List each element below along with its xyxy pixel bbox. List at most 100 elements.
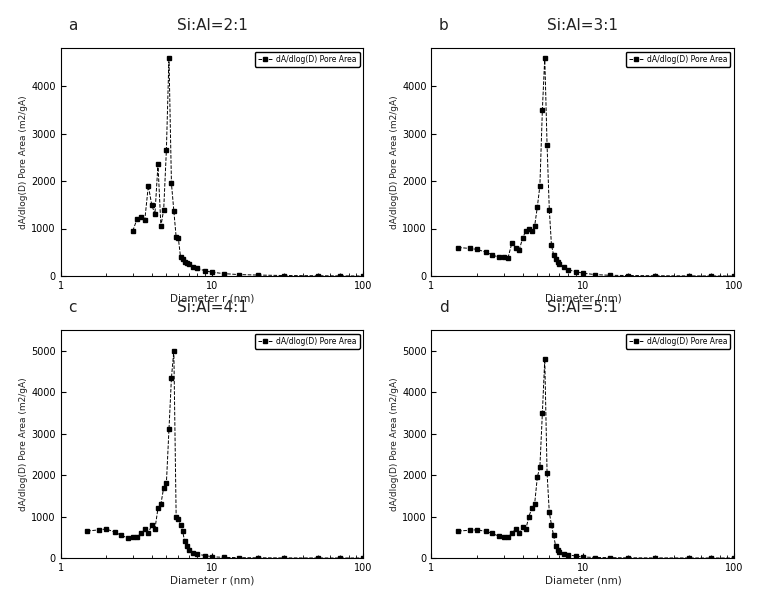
Y-axis label: dA/dlog(D) Pore Area (m2/gA): dA/dlog(D) Pore Area (m2/gA) (19, 95, 28, 229)
dA/dlog(D) Pore Area (172, 233, 181, 241)
dA/dlog(D) Pore Area (140, 217, 149, 224)
dA/dlog(D) Pore Area (553, 258, 562, 265)
Line: dA/dlog(D) Pore Area: dA/dlog(D) Pore Area (131, 55, 366, 278)
Text: b: b (439, 18, 449, 33)
dA/dlog(D) Pore Area (518, 523, 527, 530)
dA/dlog(D) Pore Area (730, 272, 739, 280)
dA/dlog(D) Pore Area (499, 533, 508, 541)
dA/dlog(D) Pore Area (201, 267, 210, 274)
X-axis label: Diameter (nm): Diameter (nm) (544, 293, 621, 304)
dA/dlog(D) Pore Area (132, 215, 142, 223)
dA/dlog(D) Pore Area (551, 542, 560, 549)
X-axis label: Diameter (nm): Diameter (nm) (544, 575, 621, 586)
dA/dlog(D) Pore Area (511, 526, 520, 533)
dA/dlog(D) Pore Area (147, 521, 156, 529)
dA/dlog(D) Pore Area (590, 271, 600, 278)
dA/dlog(D) Pore Area (543, 142, 552, 149)
dA/dlog(D) Pore Area (164, 54, 173, 61)
dA/dlog(D) Pore Area (507, 530, 516, 537)
dA/dlog(D) Pore Area (522, 227, 531, 235)
dA/dlog(D) Pore Area (545, 206, 554, 213)
dA/dlog(D) Pore Area (564, 551, 573, 559)
dA/dlog(D) Pore Area (551, 256, 560, 263)
dA/dlog(D) Pore Area (176, 521, 185, 529)
dA/dlog(D) Pore Area (549, 251, 558, 258)
dA/dlog(D) Pore Area (499, 253, 508, 260)
dA/dlog(D) Pore Area (220, 554, 229, 561)
dA/dlog(D) Pore Area (154, 505, 163, 512)
dA/dlog(D) Pore Area (472, 246, 481, 253)
dA/dlog(D) Pore Area (543, 469, 552, 476)
dA/dlog(D) Pore Area (559, 550, 569, 557)
dA/dlog(D) Pore Area (167, 374, 176, 381)
X-axis label: Diameter r (nm): Diameter r (nm) (170, 293, 254, 304)
dA/dlog(D) Pore Area (624, 272, 633, 279)
dA/dlog(D) Pore Area (220, 270, 229, 277)
dA/dlog(D) Pore Area (515, 246, 524, 253)
Line: dA/dlog(D) Pore Area: dA/dlog(D) Pore Area (456, 55, 737, 278)
dA/dlog(D) Pore Area (201, 552, 210, 559)
dA/dlog(D) Pore Area (530, 500, 539, 508)
dA/dlog(D) Pore Area (136, 214, 145, 221)
dA/dlog(D) Pore Area (528, 505, 537, 512)
dA/dlog(D) Pore Area (128, 227, 137, 235)
dA/dlog(D) Pore Area (494, 533, 503, 540)
dA/dlog(D) Pore Area (549, 532, 558, 539)
dA/dlog(D) Pore Area (253, 271, 262, 278)
Legend: dA/dlog(D) Pore Area: dA/dlog(D) Pore Area (625, 52, 731, 67)
dA/dlog(D) Pore Area (178, 256, 187, 263)
dA/dlog(D) Pore Area (503, 533, 512, 541)
Line: dA/dlog(D) Pore Area: dA/dlog(D) Pore Area (456, 357, 737, 560)
dA/dlog(D) Pore Area (453, 244, 463, 251)
dA/dlog(D) Pore Area (564, 266, 573, 274)
dA/dlog(D) Pore Area (234, 554, 243, 561)
dA/dlog(D) Pore Area (503, 254, 512, 262)
dA/dlog(D) Pore Area (144, 530, 153, 537)
dA/dlog(D) Pore Area (132, 533, 142, 541)
dA/dlog(D) Pore Area (578, 553, 587, 560)
dA/dlog(D) Pore Area (128, 533, 137, 541)
dA/dlog(D) Pore Area (313, 272, 322, 280)
dA/dlog(D) Pore Area (170, 208, 179, 215)
dA/dlog(D) Pore Area (140, 526, 149, 533)
dA/dlog(D) Pore Area (530, 223, 539, 230)
dA/dlog(D) Pore Area (279, 554, 288, 562)
dA/dlog(D) Pore Area (159, 206, 168, 213)
dA/dlog(D) Pore Area (605, 554, 614, 561)
dA/dlog(D) Pore Area (176, 253, 185, 260)
dA/dlog(D) Pore Area (123, 535, 132, 542)
dA/dlog(D) Pore Area (182, 259, 192, 266)
dA/dlog(D) Pore Area (167, 180, 176, 187)
X-axis label: Diameter r (nm): Diameter r (nm) (170, 575, 254, 586)
dA/dlog(D) Pore Area (547, 521, 556, 529)
dA/dlog(D) Pore Area (359, 554, 368, 562)
dA/dlog(D) Pore Area (547, 242, 556, 249)
dA/dlog(D) Pore Area (481, 248, 491, 256)
dA/dlog(D) Pore Area (172, 513, 181, 520)
Y-axis label: dA/dlog(D) Pore Area (m2/gA): dA/dlog(D) Pore Area (m2/gA) (390, 377, 399, 511)
dA/dlog(D) Pore Area (522, 526, 531, 533)
dA/dlog(D) Pore Area (572, 268, 581, 275)
dA/dlog(D) Pore Area (706, 272, 715, 280)
dA/dlog(D) Pore Area (95, 526, 104, 533)
dA/dlog(D) Pore Area (193, 265, 202, 272)
dA/dlog(D) Pore Area (540, 54, 550, 61)
dA/dlog(D) Pore Area (157, 223, 166, 230)
dA/dlog(D) Pore Area (335, 272, 344, 280)
dA/dlog(D) Pore Area (335, 554, 344, 562)
dA/dlog(D) Pore Area (578, 269, 587, 277)
dA/dlog(D) Pore Area (162, 480, 171, 487)
dA/dlog(D) Pore Area (472, 526, 481, 533)
dA/dlog(D) Pore Area (147, 201, 156, 208)
dA/dlog(D) Pore Area (605, 272, 614, 279)
dA/dlog(D) Pore Area (624, 554, 633, 562)
dA/dlog(D) Pore Area (533, 473, 542, 481)
dA/dlog(D) Pore Area (525, 225, 534, 232)
dA/dlog(D) Pore Area (180, 538, 189, 545)
Line: dA/dlog(D) Pore Area: dA/dlog(D) Pore Area (85, 349, 366, 560)
dA/dlog(D) Pore Area (540, 355, 550, 362)
dA/dlog(D) Pore Area (117, 532, 126, 539)
dA/dlog(D) Pore Area (136, 530, 145, 537)
dA/dlog(D) Pore Area (159, 484, 168, 491)
dA/dlog(D) Pore Area (533, 203, 542, 211)
